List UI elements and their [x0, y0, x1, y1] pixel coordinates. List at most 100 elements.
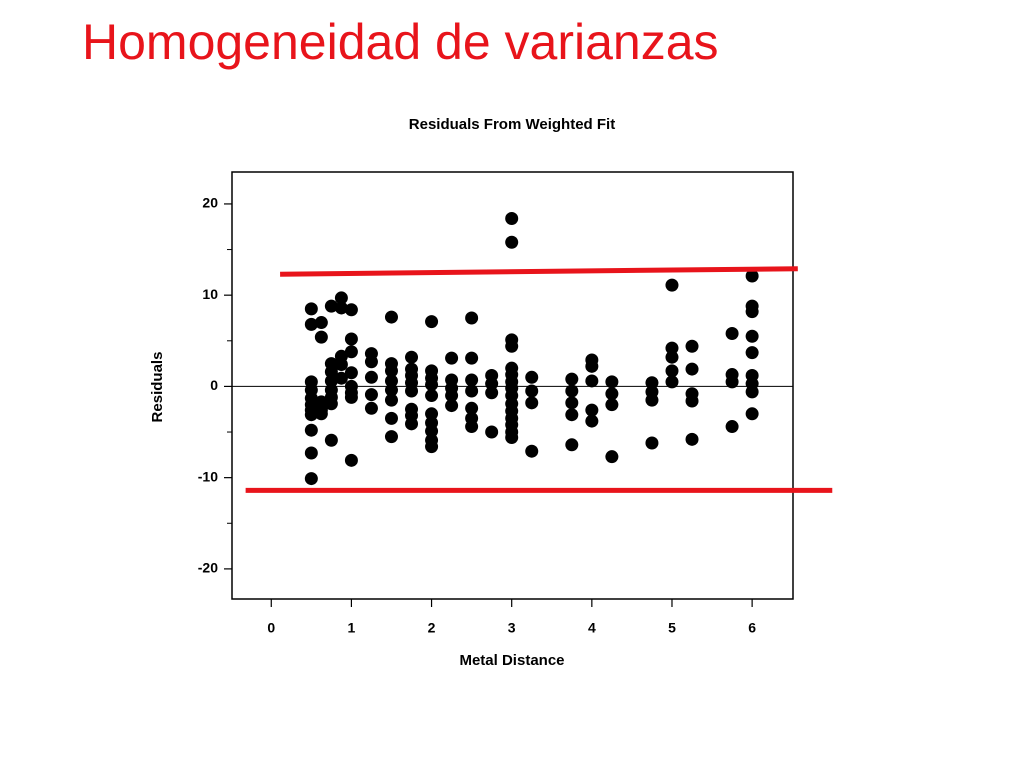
point [605, 398, 619, 412]
point [665, 341, 679, 355]
point [324, 299, 338, 313]
point [565, 408, 579, 422]
point [425, 407, 439, 421]
point [314, 316, 328, 330]
point [334, 371, 348, 385]
point [324, 374, 338, 388]
point [304, 302, 318, 316]
point [565, 438, 579, 452]
point [304, 472, 318, 486]
point [725, 326, 739, 340]
point [745, 346, 759, 360]
point [685, 432, 699, 446]
point [605, 375, 619, 389]
point [525, 370, 539, 384]
x-tick-label: 6 [748, 620, 756, 636]
point [344, 390, 358, 404]
point [465, 351, 479, 365]
point [505, 431, 519, 445]
slide-title: Homogeneidad de varianzas [82, 14, 719, 70]
point [425, 424, 439, 438]
point [334, 301, 348, 315]
point [485, 425, 499, 439]
x-tick-label: 2 [428, 620, 436, 636]
point [605, 387, 619, 401]
point [364, 370, 378, 384]
point [665, 350, 679, 364]
point [565, 372, 579, 386]
point [665, 364, 679, 378]
point [665, 278, 679, 292]
x-tick-label: 4 [588, 620, 596, 636]
point [605, 450, 619, 464]
point [344, 366, 358, 380]
x-tick-label: 1 [348, 620, 356, 636]
point [384, 364, 398, 378]
point [565, 396, 579, 410]
point [525, 384, 539, 398]
point [304, 408, 318, 422]
point [364, 355, 378, 369]
point [665, 375, 679, 389]
point [645, 393, 659, 407]
point [465, 420, 479, 434]
point [745, 329, 759, 343]
point [745, 385, 759, 399]
point [445, 399, 459, 413]
point [344, 453, 358, 467]
y-axis-label: Residuals [149, 352, 166, 423]
point [585, 359, 599, 373]
y-tick-label: 0 [210, 377, 218, 393]
point [334, 358, 348, 372]
point [304, 317, 318, 331]
point [445, 389, 459, 403]
point [425, 440, 439, 454]
point [465, 401, 479, 415]
point [344, 303, 358, 317]
x-tick-label: 0 [267, 620, 275, 636]
point [324, 397, 338, 411]
point [324, 433, 338, 447]
y-tick-label: -10 [198, 468, 218, 484]
point [384, 411, 398, 425]
y-tick-label: -20 [198, 560, 218, 576]
point [505, 339, 519, 353]
point [344, 345, 358, 359]
point [565, 384, 579, 398]
point [384, 310, 398, 324]
point [465, 384, 479, 398]
point [585, 414, 599, 428]
point [405, 384, 419, 398]
point [745, 269, 759, 283]
point [465, 311, 479, 325]
chart-title: Residuals From Weighted Fit [409, 116, 615, 133]
point [465, 373, 479, 387]
point [505, 235, 519, 249]
point [314, 407, 328, 421]
point [425, 389, 439, 403]
point [384, 393, 398, 407]
point [685, 394, 699, 408]
x-axis-label: Metal Distance [459, 652, 564, 669]
y-tick-label: 20 [202, 195, 218, 211]
point [384, 430, 398, 444]
point [585, 374, 599, 388]
x-tick-label: 3 [508, 620, 516, 636]
point [405, 350, 419, 364]
point [525, 444, 539, 458]
point [364, 401, 378, 415]
point [364, 388, 378, 402]
point [304, 446, 318, 460]
y-tick-label: 10 [202, 286, 218, 302]
plot-frame [231, 171, 794, 600]
point [425, 315, 439, 329]
point [405, 417, 419, 431]
point [745, 305, 759, 319]
point [384, 374, 398, 388]
point [525, 396, 539, 410]
point [645, 436, 659, 450]
point [344, 332, 358, 346]
x-tick-label: 5 [668, 620, 676, 636]
point [645, 376, 659, 390]
